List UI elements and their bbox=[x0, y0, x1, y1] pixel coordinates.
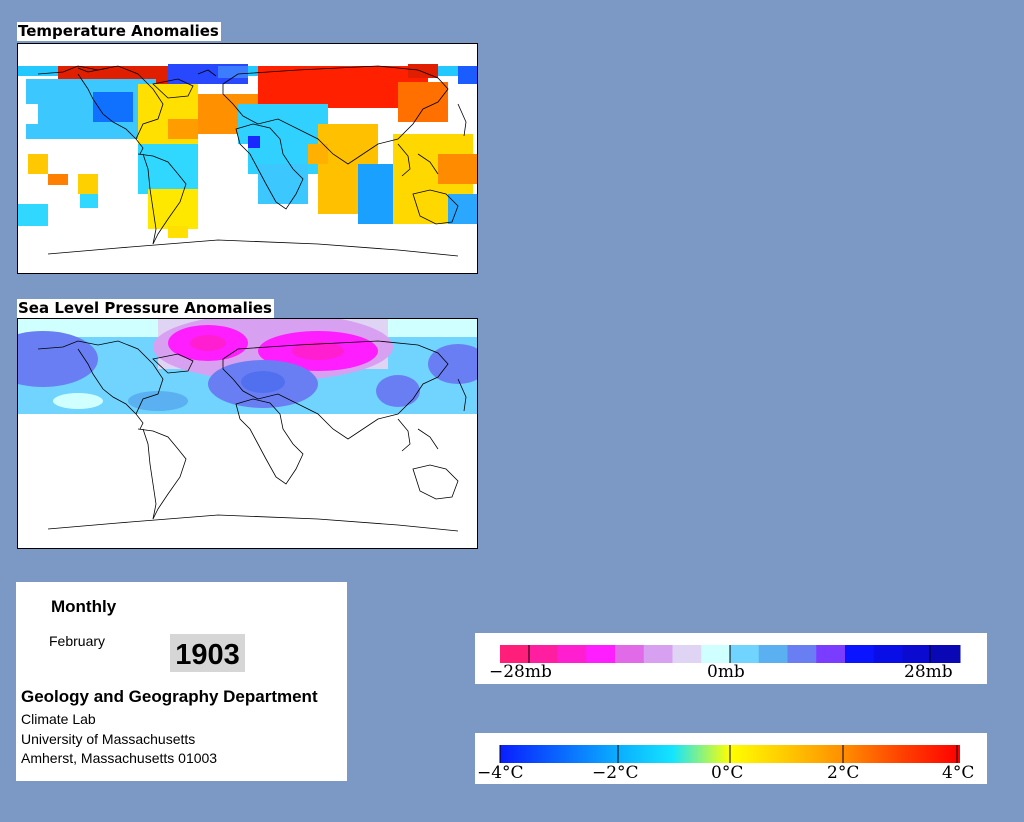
pressure-anomaly-field bbox=[18, 319, 477, 548]
university-name: University of Massachusetts bbox=[21, 731, 196, 747]
temperature-map-coastlines bbox=[37, 65, 467, 257]
temperature-label-zero: 0°C bbox=[711, 763, 743, 783]
lab-name: Climate Lab bbox=[21, 711, 96, 727]
temperature-label-minus2: −2°C bbox=[592, 763, 639, 783]
address: Amherst, Massachusetts 01003 bbox=[21, 750, 218, 766]
pressure-swatch bbox=[787, 645, 817, 663]
pressure-swatch bbox=[845, 645, 875, 663]
frequency-label: Monthly bbox=[51, 597, 117, 616]
pressure-swatch bbox=[701, 645, 731, 663]
pressure-swatch bbox=[557, 645, 587, 663]
temperature-label-plus2: 2°C bbox=[827, 763, 859, 783]
pressure-map-coastlines bbox=[37, 340, 467, 532]
pressure-swatch bbox=[672, 645, 702, 663]
pressure-label-zero: 0mb bbox=[707, 662, 745, 682]
pressure-label-min: −28mb bbox=[489, 662, 552, 682]
pressure-swatch bbox=[730, 645, 760, 663]
temperature-legend: −4°C −2°C 0°C 2°C 4°C bbox=[475, 733, 987, 784]
temperature-map-title: Temperature Anomalies bbox=[17, 22, 221, 41]
department-name: Geology and Geography Department bbox=[21, 687, 318, 706]
year-display: 1903 bbox=[170, 634, 245, 672]
pressure-swatch bbox=[643, 645, 673, 663]
pressure-swatch bbox=[500, 645, 530, 663]
pressure-swatch bbox=[586, 645, 616, 663]
pressure-swatch bbox=[902, 645, 932, 663]
pressure-color-swatches bbox=[500, 645, 961, 663]
pressure-swatch bbox=[758, 645, 788, 663]
pressure-swatch bbox=[528, 645, 558, 663]
pressure-label-max: 28mb bbox=[904, 662, 953, 682]
pressure-swatch bbox=[615, 645, 645, 663]
pressure-anomaly-map bbox=[17, 318, 478, 549]
pressure-swatch bbox=[931, 645, 961, 663]
temperature-label-plus4: 4°C bbox=[942, 763, 974, 783]
month-label: February bbox=[49, 633, 106, 649]
pressure-legend: −28mb 0mb 28mb bbox=[475, 633, 987, 684]
pressure-map-title: Sea Level Pressure Anomalies bbox=[17, 299, 274, 318]
info-panel: Monthly February 1903 Geology and Geogra… bbox=[16, 582, 347, 781]
temperature-label-minus4: −4°C bbox=[477, 763, 524, 783]
pressure-swatch bbox=[816, 645, 846, 663]
pressure-swatch bbox=[873, 645, 903, 663]
temperature-anomaly-map bbox=[17, 43, 478, 274]
temperature-anomaly-field bbox=[18, 64, 477, 273]
